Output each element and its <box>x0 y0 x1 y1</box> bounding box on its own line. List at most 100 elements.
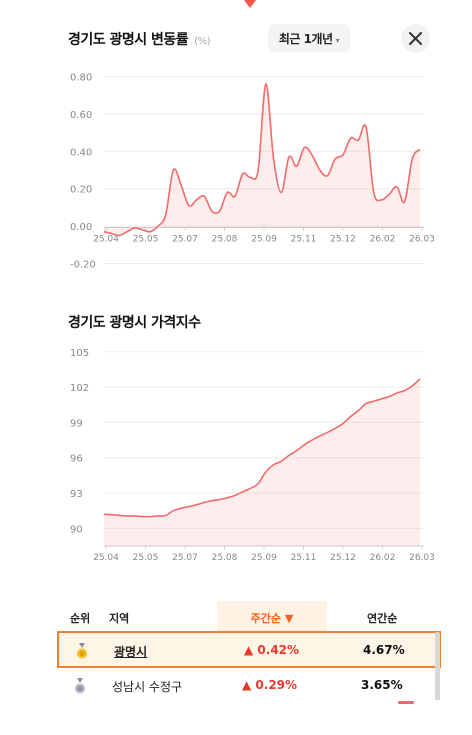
index-data-point <box>188 506 190 508</box>
index-data-point <box>242 491 244 493</box>
rate-x-tick-label: 25.12 <box>330 235 356 245</box>
rate-data-point <box>280 192 282 194</box>
silver-medal-icon <box>75 678 85 694</box>
header-weekly-sort[interactable]: 주간순 ▼ <box>217 601 327 631</box>
region-link[interactable]: 광명시 <box>114 645 148 659</box>
price-index-chart-svg: 105 102 99 96 93 90 25.04 25.05 25.07 25.08 25.09 2… <box>70 348 435 563</box>
rate-data-point <box>257 169 259 171</box>
index-y-tick-label: 99 <box>70 418 83 429</box>
index-series-line <box>103 378 421 518</box>
rate-data-point <box>196 199 198 201</box>
index-data-point <box>180 508 182 510</box>
rate-area-fill <box>104 83 420 236</box>
yearly-change: 4.67% <box>363 643 405 657</box>
index-data-point <box>411 385 413 387</box>
index-data-point <box>327 432 329 434</box>
index-data-point <box>373 400 375 402</box>
rate-y-tick-label: 0.60 <box>70 110 92 121</box>
index-x-tick-label: 25.04 <box>93 553 119 563</box>
index-data-point <box>280 460 282 462</box>
rate-data-point <box>373 192 375 194</box>
rate-data-point <box>119 235 121 237</box>
rate-data-point <box>165 214 167 216</box>
rate-data-point <box>419 149 421 151</box>
rate-data-point <box>227 192 229 194</box>
index-data-point <box>381 398 383 400</box>
rate-data-point <box>342 154 344 156</box>
table-row-selected[interactable]: 광명시 ▲ 0.42% 4.67% <box>57 631 441 668</box>
index-data-point <box>134 515 136 517</box>
index-data-point <box>257 483 259 485</box>
rate-x-tick-label: 25.09 <box>251 235 277 245</box>
rate-data-point <box>396 186 398 188</box>
close-icon <box>409 32 422 45</box>
rate-x-tick-label: 25.04 <box>93 235 119 245</box>
index-data-point <box>119 515 121 517</box>
header-rank: 순위 <box>70 612 91 625</box>
index-x-tick-label: 25.07 <box>172 553 198 563</box>
rate-data-point <box>142 229 144 231</box>
region-link[interactable]: 성남시 수정구 <box>112 680 183 694</box>
index-y-tick-label: 90 <box>70 524 83 535</box>
index-data-point <box>211 500 213 502</box>
rate-x-tick-label: 25.08 <box>212 235 238 245</box>
index-data-point <box>250 488 252 490</box>
index-data-point <box>350 416 352 418</box>
index-x-tick-label: 25.05 <box>133 553 159 563</box>
rate-y-tick-label: -0.20 <box>70 260 96 271</box>
rate-y-tick-label: 0.20 <box>70 185 92 196</box>
close-button[interactable] <box>401 24 430 53</box>
index-data-point <box>342 423 344 425</box>
selection-indicator <box>244 0 256 8</box>
rate-data-point <box>288 156 290 158</box>
rate-data-point <box>273 158 275 160</box>
index-x-tick-label: 25.11 <box>291 553 317 563</box>
table-row[interactable]: 성남시 수정구 ▲ 0.29% 3.65% <box>57 668 441 705</box>
rate-data-point <box>265 83 267 85</box>
index-data-point <box>126 515 128 517</box>
index-data-point <box>227 497 229 499</box>
index-x-tick-label: 25.09 <box>251 553 277 563</box>
chart-header: 경기도 광명시 변동률 (%) 최근 1개년 ▾ <box>68 24 440 54</box>
rate-y-tick-label: 0.80 <box>70 73 92 84</box>
change-rate-chart: 0.80 0.60 0.40 0.20 0.00 -0.20 25.04 25.05 25.07… <box>0 60 472 285</box>
yearly-change: 3.65% <box>361 678 403 692</box>
rate-data-point <box>203 195 205 197</box>
header-yearly[interactable]: 연간순 <box>367 612 398 625</box>
rate-data-point <box>388 194 390 196</box>
rate-data-point <box>404 201 406 203</box>
index-data-point <box>365 403 367 405</box>
ranking-table: 순위 지역 주간순 ▼ 연간순 광명시 ▲ 0.42% 4.67% 성남시 수정… <box>57 601 441 705</box>
rate-x-tick-label: 25.05 <box>133 235 159 245</box>
rate-data-point <box>381 199 383 201</box>
table-scrollbar[interactable] <box>435 632 440 702</box>
index-data-point <box>165 515 167 517</box>
index-data-point <box>219 499 221 501</box>
index-data-point <box>142 516 144 518</box>
rate-data-point <box>334 158 336 160</box>
rate-data-point <box>188 205 190 207</box>
change-rate-chart-svg: 0.80 0.60 0.40 0.20 0.00 -0.20 25.04 25.05 25.07… <box>70 73 435 271</box>
rate-data-point <box>311 154 313 156</box>
rate-data-point <box>234 195 236 197</box>
weekly-change: ▲ 0.42% <box>244 643 300 657</box>
index-x-tick-label: 26.03 <box>409 553 435 563</box>
index-data-point <box>311 439 313 441</box>
index-data-point <box>265 471 267 473</box>
index-data-point <box>388 396 390 398</box>
rate-data-point <box>327 175 329 177</box>
index-y-tick-label: 96 <box>70 454 83 465</box>
index-data-point <box>404 390 406 392</box>
rate-y-tick-label: 0.00 <box>70 222 92 233</box>
period-select-button[interactable]: 최근 1개년 ▾ <box>268 24 350 52</box>
weekly-change: ▲ 0.29% <box>242 678 298 692</box>
rate-data-point <box>111 233 113 235</box>
rate-data-point <box>134 227 136 229</box>
index-x-tick-label: 26.02 <box>370 553 396 563</box>
rate-data-point <box>180 184 182 186</box>
rate-data-point <box>411 158 413 160</box>
chart1-title-text: 경기도 광명시 변동률 <box>68 32 189 48</box>
index-y-tick-label: 93 <box>70 489 83 500</box>
rate-data-point <box>157 225 159 227</box>
index-y-tick-label: 105 <box>70 348 89 359</box>
